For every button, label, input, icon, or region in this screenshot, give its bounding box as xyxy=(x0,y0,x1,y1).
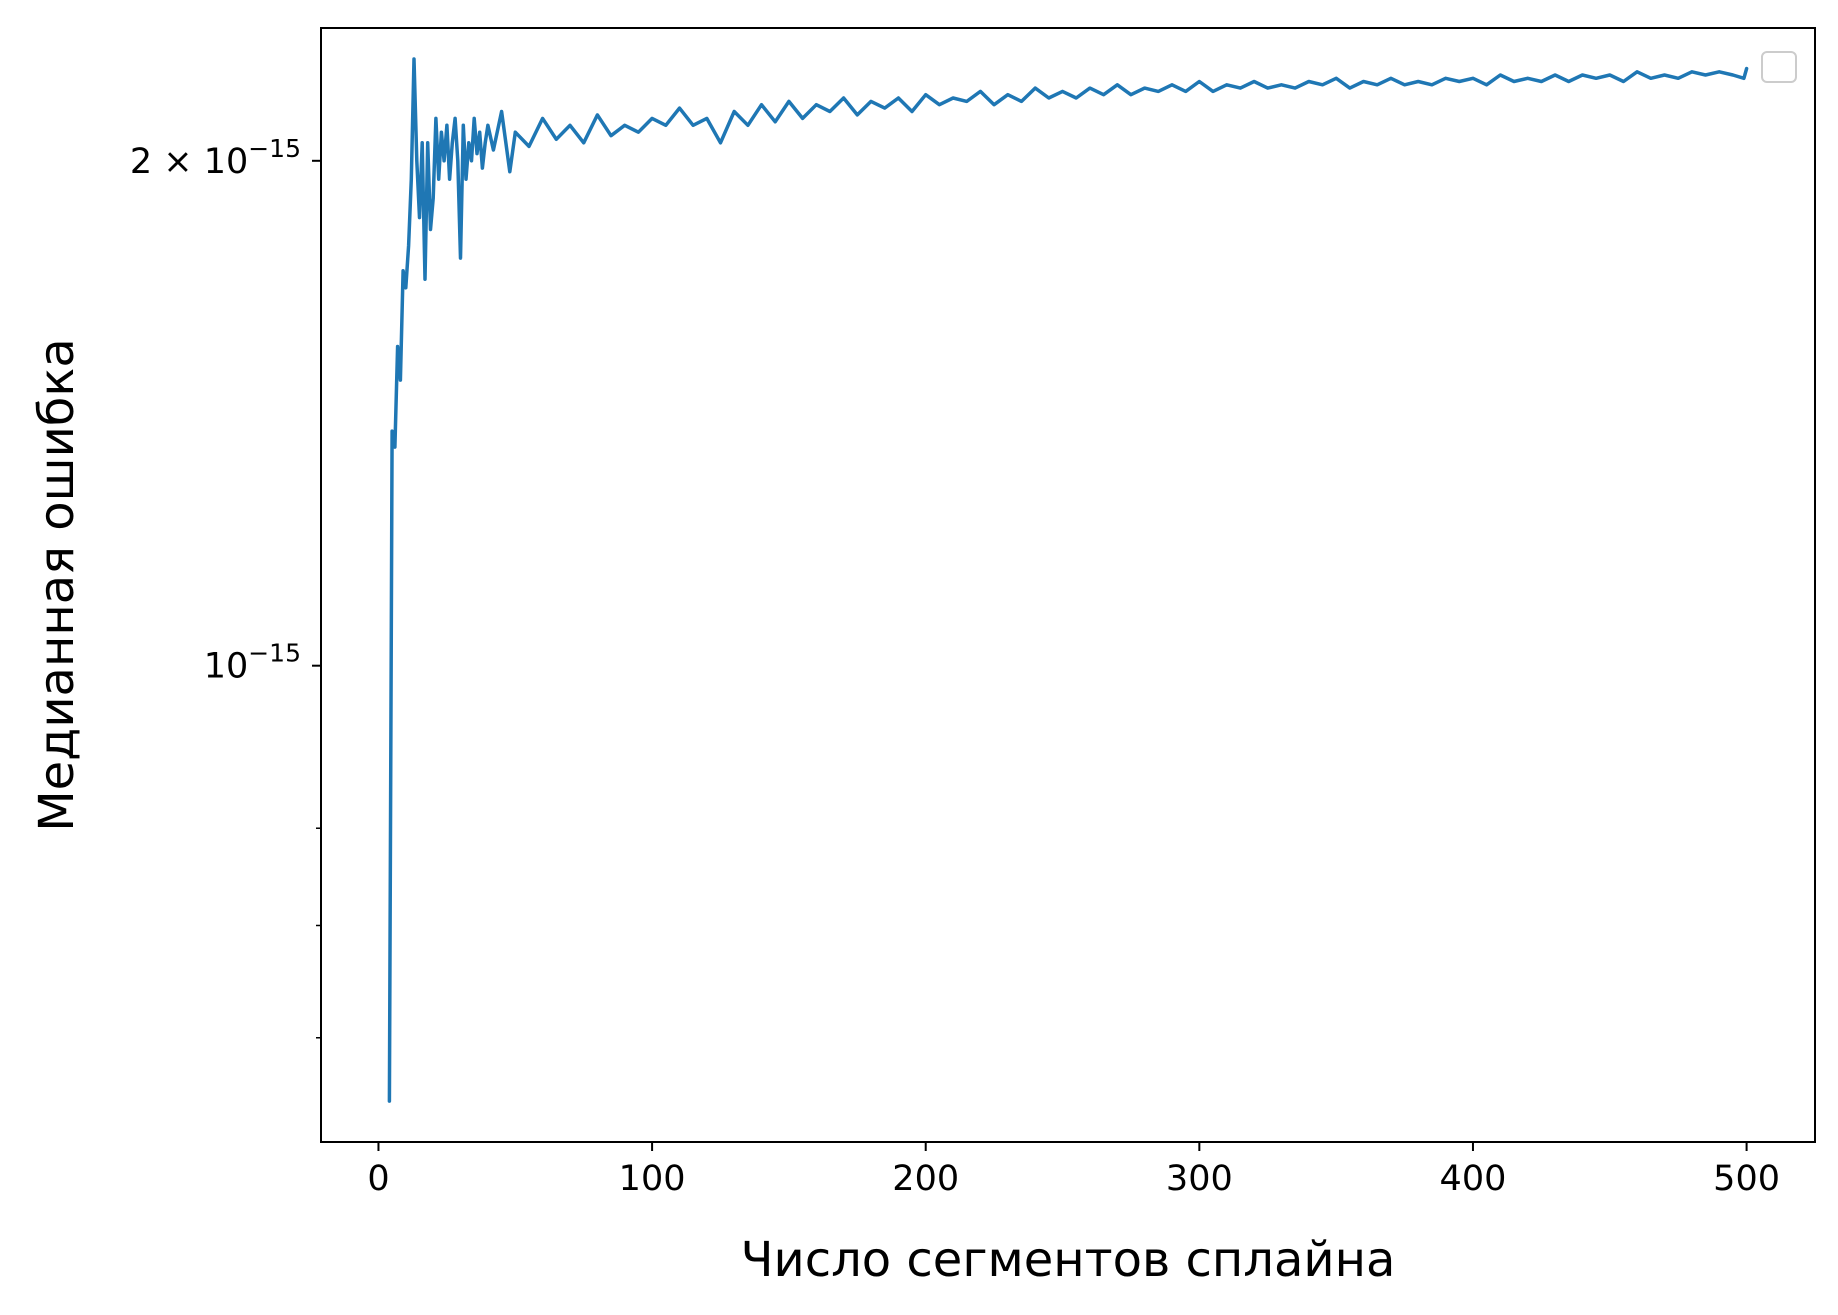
x-tick-label: 300 xyxy=(1166,1159,1233,1199)
x-tick-label: 100 xyxy=(619,1159,686,1199)
x-tick-label: 400 xyxy=(1440,1159,1507,1199)
y-axis-title: Медианная ошибка xyxy=(29,338,85,832)
legend-box xyxy=(1761,51,1797,83)
x-axis-title: Число сегментов сплайна xyxy=(741,1232,1396,1288)
y-tick-label-exponent: −15 xyxy=(248,639,301,668)
x-tick-label: 200 xyxy=(892,1159,959,1199)
y-tick-label: 2 × 10−15 xyxy=(130,134,301,182)
series-line xyxy=(387,57,1749,1103)
x-tick-label: 500 xyxy=(1713,1159,1780,1199)
y-tick-label-exponent: −15 xyxy=(248,134,301,163)
x-tick-label: 0 xyxy=(367,1159,389,1199)
y-tick-label-base: 10 xyxy=(204,647,249,687)
y-tick-label: 10−15 xyxy=(204,639,301,687)
plot-frame xyxy=(320,27,1816,1143)
y-tick-label-base: 2 × 10 xyxy=(130,142,248,182)
series-layer xyxy=(387,57,1749,1103)
